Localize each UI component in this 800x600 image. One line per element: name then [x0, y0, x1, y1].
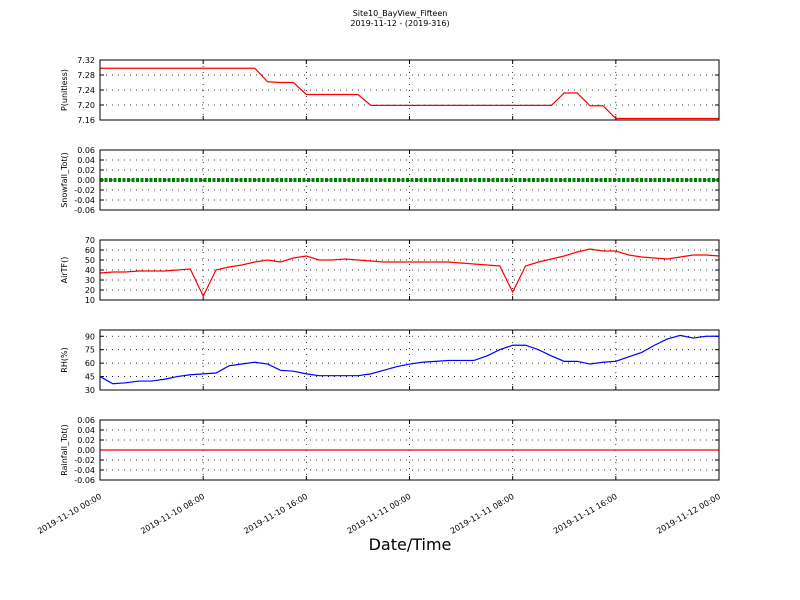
- y-tick-label: 0.04: [77, 426, 95, 435]
- plot-frame: [99, 419, 720, 481]
- y-tick-label: -0.06: [74, 206, 95, 215]
- y-tick-label: 60: [85, 246, 95, 255]
- y-tick-label: 60: [85, 359, 95, 368]
- y-tick-label: 0.06: [77, 146, 95, 155]
- plot-frame: [99, 149, 720, 211]
- y-tick-label: 40: [85, 266, 95, 275]
- y-tick-label: 30: [85, 276, 95, 285]
- y-tick-label: 10: [85, 296, 95, 305]
- y-tick-label: 7.16: [77, 116, 95, 125]
- y-tick-label: -0.06: [74, 476, 95, 485]
- y-axis-label: AirTF(): [60, 257, 69, 284]
- x-tick-label: 2019-11-11 08:00: [449, 492, 516, 536]
- y-tick-label: 90: [85, 332, 95, 341]
- chart-title: Site10_BayView_Fifteen: [353, 9, 448, 18]
- y-tick-label: 0.06: [77, 416, 95, 425]
- y-axis-label: P(unitless): [60, 69, 69, 111]
- y-tick-label: 0.02: [77, 436, 95, 445]
- y-tick-label: 20: [85, 286, 95, 295]
- y-tick-label: 0.04: [77, 156, 95, 165]
- x-axis-label: Date/Time: [369, 535, 452, 554]
- y-tick-label: 75: [85, 346, 95, 355]
- x-tick-label: 2019-11-10 08:00: [139, 492, 206, 536]
- chart-subtitle: 2019-11-12 - (2019-316): [350, 19, 449, 28]
- y-tick-label: 7.28: [77, 71, 95, 80]
- y-tick-label: -0.04: [74, 196, 95, 205]
- y-tick-label: 70: [85, 236, 95, 245]
- line-series: [99, 334, 719, 385]
- y-axis-label: Rainfall_Tot(): [60, 424, 69, 476]
- x-tick-label: 2019-11-12 00:00: [655, 492, 722, 536]
- y-tick-label: 7.20: [77, 101, 95, 110]
- plot-frame: [99, 59, 720, 121]
- line-series: [99, 248, 720, 298]
- y-tick-label: 0.02: [77, 166, 95, 175]
- y-tick-label: -0.02: [74, 186, 95, 195]
- y-tick-label: 45: [85, 373, 95, 382]
- line-series: [100, 67, 719, 120]
- y-tick-label: 0.00: [77, 446, 95, 455]
- plot-frame: [99, 329, 720, 391]
- x-tick-label: 2019-11-11 00:00: [346, 492, 413, 536]
- x-tick-label: 2019-11-10 16:00: [242, 492, 309, 536]
- y-tick-label: 30: [85, 386, 95, 395]
- y-tick-label: -0.04: [74, 466, 95, 475]
- y-tick-label: 50: [85, 256, 95, 265]
- y-tick-label: 7.24: [77, 86, 95, 95]
- plot-frame: [99, 239, 720, 301]
- y-tick-label: 7.32: [77, 56, 95, 65]
- y-tick-label: 0.00: [77, 176, 95, 185]
- x-tick-label: 2019-11-11 16:00: [552, 492, 619, 536]
- x-tick-label: 2019-11-10 00:00: [36, 492, 103, 536]
- y-tick-label: -0.02: [74, 456, 95, 465]
- y-axis-label: RH(%): [60, 347, 69, 372]
- y-axis-label: Snowfall_Tot(): [60, 152, 69, 208]
